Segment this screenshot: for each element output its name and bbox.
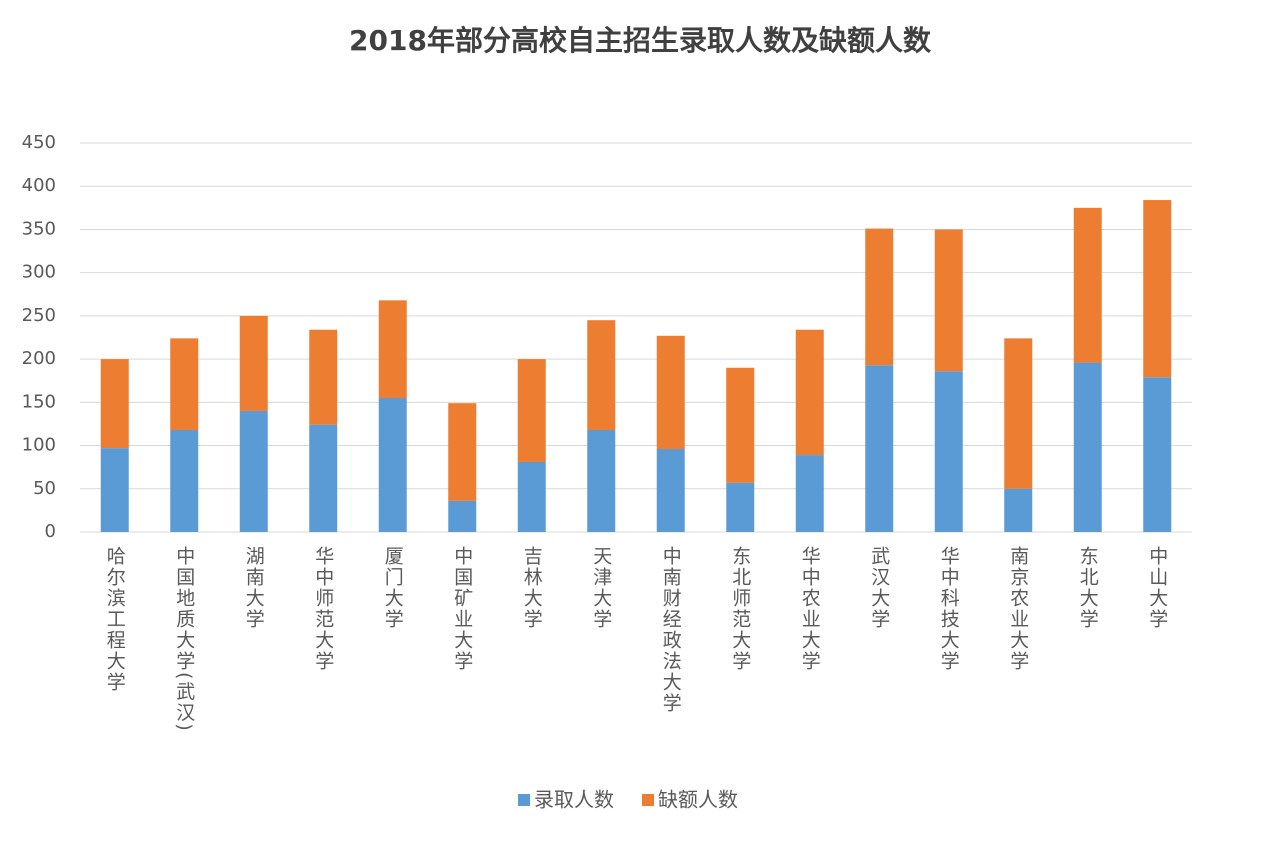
legend-label: 缺额人数 bbox=[658, 788, 738, 812]
x-tick-label: 吉林大学 bbox=[521, 546, 543, 630]
bar-segment bbox=[934, 229, 963, 372]
y-tick-label: 0 bbox=[45, 521, 56, 542]
y-tick-label: 400 bbox=[22, 175, 56, 196]
bar-segment bbox=[865, 365, 894, 532]
y-tick-label: 200 bbox=[22, 348, 56, 369]
legend-swatch bbox=[518, 794, 530, 806]
y-tick-label: 50 bbox=[33, 478, 56, 499]
y-tick-label: 150 bbox=[22, 391, 56, 412]
bar-segment bbox=[865, 228, 894, 366]
x-tick-label: 天津大学 bbox=[590, 546, 612, 630]
x-tick-label: 湖南大学 bbox=[243, 546, 265, 630]
bar-segment bbox=[448, 403, 477, 501]
y-tick-label: 350 bbox=[22, 218, 56, 239]
x-tick-label: 东北大学 bbox=[1077, 546, 1099, 630]
bar-segment bbox=[239, 315, 268, 411]
bar-segment bbox=[100, 448, 129, 532]
x-tick-label: 东北师范大学 bbox=[729, 546, 751, 672]
bar-segment bbox=[448, 500, 477, 532]
x-tick-label: 武汉大学 bbox=[868, 546, 890, 630]
y-tick-label: 300 bbox=[22, 262, 56, 283]
x-tick-label: 中山大学 bbox=[1146, 546, 1168, 630]
bar-segment bbox=[1004, 488, 1033, 532]
y-tick-label: 250 bbox=[22, 305, 56, 326]
x-tick-label: 中国地质大学(武汉) bbox=[173, 546, 195, 733]
x-tick-label: 哈尔滨工程大学 bbox=[104, 546, 126, 693]
bar-segment bbox=[170, 429, 199, 532]
bar-segment bbox=[726, 367, 755, 483]
y-tick-label: 100 bbox=[22, 435, 56, 456]
bar-segment bbox=[587, 429, 616, 532]
bar-segment bbox=[378, 300, 407, 399]
bar-segment bbox=[378, 398, 407, 532]
bar-segment bbox=[517, 461, 546, 532]
bar-segment bbox=[587, 320, 616, 430]
bar-segment bbox=[795, 329, 824, 456]
x-tick-label: 南京农业大学 bbox=[1007, 546, 1029, 672]
x-tick-label: 华中师范大学 bbox=[312, 546, 334, 672]
x-tick-label: 华中农业大学 bbox=[799, 546, 821, 672]
x-tick-label: 华中科技大学 bbox=[938, 546, 960, 672]
x-tick-label: 中国矿业大学 bbox=[451, 546, 473, 672]
bar-segment bbox=[517, 359, 546, 462]
bar-segment bbox=[239, 410, 268, 532]
bar-segment bbox=[309, 424, 338, 532]
bar-segment bbox=[1073, 362, 1102, 532]
bar-segment bbox=[1143, 200, 1172, 378]
bar-segment bbox=[100, 359, 129, 449]
legend-swatch bbox=[642, 794, 654, 806]
x-tick-label: 中南财经政法大学 bbox=[660, 546, 682, 714]
bar-segment bbox=[1073, 207, 1102, 363]
bar-segment bbox=[795, 455, 824, 532]
bar-segment bbox=[1004, 338, 1033, 489]
legend-label: 录取人数 bbox=[534, 788, 614, 812]
bar-segment bbox=[656, 335, 685, 450]
bar-segment bbox=[170, 338, 199, 430]
bar-segment bbox=[656, 449, 685, 532]
bar-segment bbox=[1143, 377, 1172, 532]
bar-segment bbox=[726, 482, 755, 532]
bar-segment bbox=[309, 329, 338, 425]
x-tick-label: 厦门大学 bbox=[382, 546, 404, 630]
chart-title: 2018年部分高校自主招生录取人数及缺额人数 bbox=[349, 24, 932, 57]
bar-segment bbox=[934, 371, 963, 532]
y-tick-label: 450 bbox=[22, 132, 56, 153]
